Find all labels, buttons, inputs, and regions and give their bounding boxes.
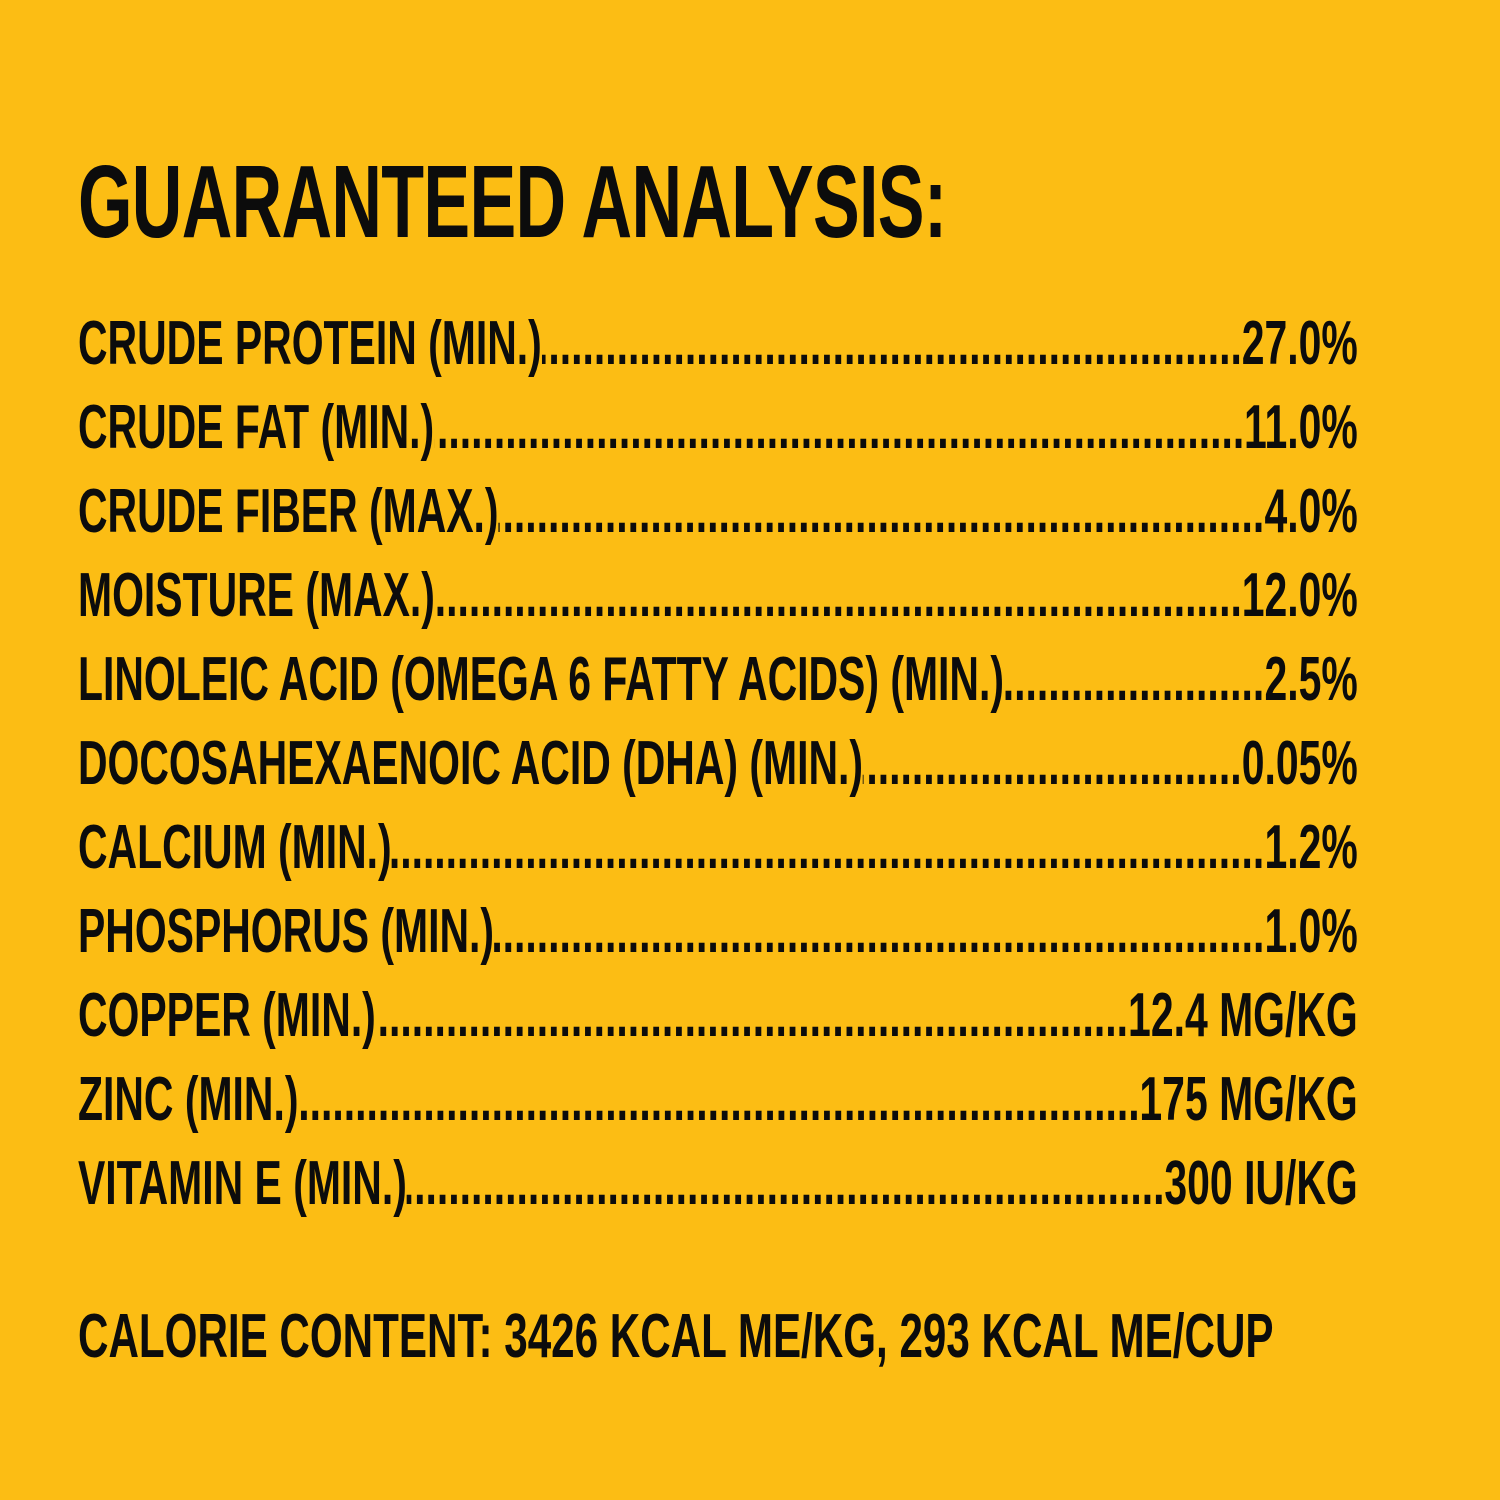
nutrient-value: 12.0% (1241, 561, 1358, 630)
analysis-row: CRUDE FIBER (MAX.)4.0% (78, 481, 1358, 543)
nutrient-label: COPPER (MIN.) (78, 981, 376, 1050)
dot-leader (494, 901, 1264, 963)
dot-leader (435, 565, 1242, 627)
analysis-row: MOISTURE (MAX.)12.0% (78, 565, 1358, 627)
analysis-table: CRUDE PROTEIN (MIN.)27.0% CRUDE FAT (MIN.… (78, 313, 1358, 1215)
nutrient-label: VITAMIN E (MIN.) (78, 1149, 407, 1218)
nutrient-value: 11.0% (1243, 393, 1358, 462)
nutrient-value: 1.2% (1264, 813, 1358, 882)
nutrient-label: LINOLEIC ACID (OMEGA 6 FATTY ACIDS) (MIN… (78, 645, 1004, 714)
nutrient-value: 0.05% (1241, 729, 1358, 798)
nutrient-value: 175 MG/KG (1139, 1065, 1358, 1134)
nutrient-value: 4.0% (1264, 477, 1358, 546)
dot-leader (376, 985, 1128, 1047)
analysis-row: PHOSPHORUS (MIN.)1.0% (78, 901, 1358, 963)
calorie-content: CALORIE CONTENT: 3426 KCAL ME/KG, 293 KC… (78, 1302, 1274, 1371)
dot-leader (863, 733, 1242, 795)
dot-leader (434, 397, 1244, 459)
nutrient-value: 27.0% (1241, 309, 1358, 378)
nutrient-label: CRUDE FIBER (MAX.) (78, 477, 499, 546)
page-title: GUARANTEED ANALYSIS: (78, 144, 947, 259)
nutrient-value: 2.5% (1264, 645, 1358, 714)
nutrient-label: CALCIUM (MIN.) (78, 813, 392, 882)
nutrient-value: 300 IU/KG (1164, 1149, 1358, 1218)
nutrient-label: MOISTURE (MAX.) (78, 561, 435, 630)
nutrient-label: PHOSPHORUS (MIN.) (78, 897, 495, 966)
analysis-row: CALCIUM (MIN.)1.2% (78, 817, 1358, 879)
analysis-row: COPPER (MIN.)12.4 MG/KG (78, 985, 1358, 1047)
dot-leader (298, 1069, 1139, 1131)
analysis-row: LINOLEIC ACID (OMEGA 6 FATTY ACIDS) (MIN… (78, 649, 1358, 711)
dot-leader (499, 481, 1265, 543)
dot-leader (392, 817, 1265, 879)
analysis-row: ZINC (MIN.)175 MG/KG (78, 1069, 1358, 1131)
nutrient-label: ZINC (MIN.) (78, 1065, 299, 1134)
nutrient-label: DOCOSAHEXAENOIC ACID (DHA) (MIN.) (78, 729, 864, 798)
analysis-row: VITAMIN E (MIN.)300 IU/KG (78, 1153, 1358, 1215)
nutrient-label: CRUDE PROTEIN (MIN.) (78, 309, 542, 378)
analysis-row: CRUDE FAT (MIN.)11.0% (78, 397, 1358, 459)
nutrient-value: 12.4 MG/KG (1128, 981, 1358, 1050)
analysis-row: DOCOSAHEXAENOIC ACID (DHA) (MIN.)0.05% (78, 733, 1358, 795)
nutrient-label: CRUDE FAT (MIN.) (78, 393, 435, 462)
analysis-row: CRUDE PROTEIN (MIN.)27.0% (78, 313, 1358, 375)
nutrient-value: 1.0% (1264, 897, 1358, 966)
guaranteed-analysis-panel: GUARANTEED ANALYSIS: CRUDE PROTEIN (MIN.… (0, 0, 1358, 1368)
dot-leader (407, 1153, 1165, 1215)
dot-leader (542, 313, 1242, 375)
dot-leader (1004, 649, 1264, 711)
